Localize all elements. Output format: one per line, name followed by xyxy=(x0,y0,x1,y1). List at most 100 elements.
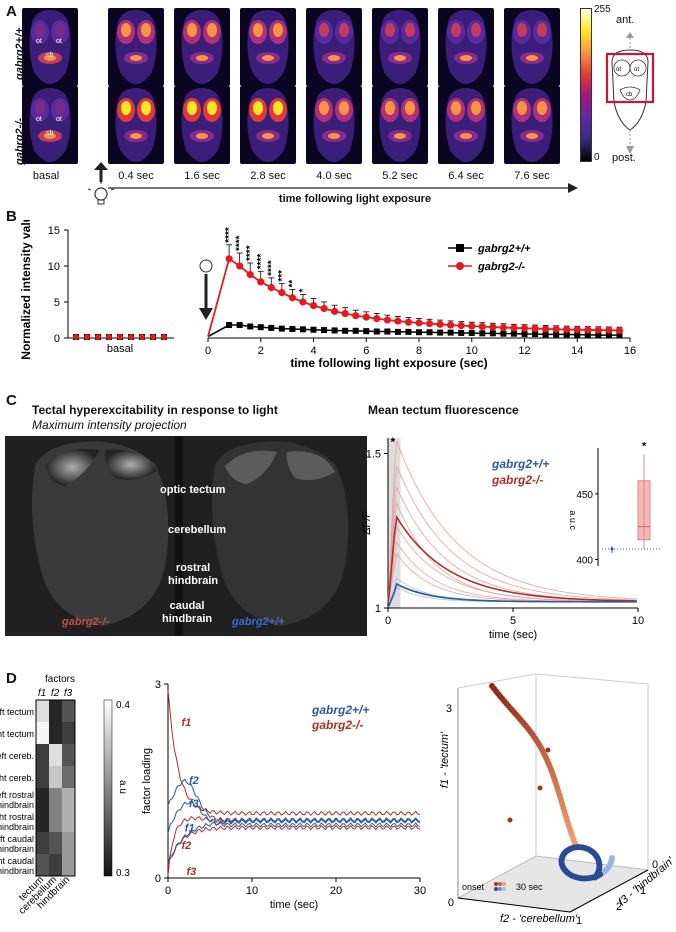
brain-frame-wt-5 xyxy=(372,8,428,86)
brain-frame-ko-3 xyxy=(240,86,296,164)
b-point-ko xyxy=(257,278,265,286)
b-point-ko xyxy=(563,325,571,334)
b-point-ko xyxy=(531,325,539,333)
c-trace-ko xyxy=(387,525,637,602)
b-point-ko xyxy=(309,302,318,310)
b-point-ko xyxy=(542,325,550,333)
d-heat-cell xyxy=(62,854,75,876)
b-point-wt xyxy=(458,329,465,336)
d-curve-ko-f1 xyxy=(167,690,421,817)
brain-frame-wt-4 xyxy=(306,8,362,86)
d-ylabel: factor loading xyxy=(141,748,153,814)
d3-legend-dot xyxy=(498,882,502,886)
schematic-ot-right: ot xyxy=(634,67,639,73)
region-label-cb: cb xyxy=(46,52,54,59)
d-heat-cell xyxy=(62,810,75,832)
b-basal-point-ko xyxy=(161,334,167,340)
b-xtick-label: 0 xyxy=(205,345,211,357)
d-legend-wt: gabrg2+/+ xyxy=(311,703,369,717)
panel-b-label: B xyxy=(6,208,17,225)
b-point-wt xyxy=(226,322,233,329)
d-label-ko-f2: f2 xyxy=(181,840,191,852)
b-point-wt xyxy=(268,324,275,331)
brain-frame-wt-6 xyxy=(438,8,494,86)
colorbar-min: 0 xyxy=(594,152,600,163)
b-point-wt xyxy=(384,328,391,335)
d3-zlabel: f1 - 'tectum' xyxy=(440,731,451,788)
b-sig: *** xyxy=(277,270,288,282)
d3-legend-end: 30 sec xyxy=(516,882,543,892)
region-label-cb: cb xyxy=(46,130,54,137)
d3-xlabel: f2 - 'cerebellum' xyxy=(500,913,578,925)
d-heat-row-label: left caudal xyxy=(0,834,34,844)
c-ytick-label: 1.5 xyxy=(366,448,381,460)
b-point-wt xyxy=(574,331,581,338)
d-heat-cell xyxy=(36,854,49,876)
c-inset-ytick-label: 400 xyxy=(576,555,593,566)
b-point-ko xyxy=(331,307,339,315)
d3-ytick: 2 xyxy=(616,901,622,913)
c-inset-sig: * xyxy=(642,440,647,452)
d3-point-wt xyxy=(592,874,599,881)
label-rostral-hindbrain: rostral hindbrain xyxy=(168,562,219,587)
b-point-wt xyxy=(247,323,254,330)
mip-geno-wt: gabrg2+/+ xyxy=(232,616,285,628)
c-xtick-label: 5 xyxy=(510,615,516,627)
b-bulb-icon xyxy=(199,259,213,273)
time-label-3: 2.8 sec xyxy=(250,170,286,182)
b-point-ko xyxy=(605,326,613,334)
d-heat-row-label: right rostral xyxy=(0,812,34,822)
b-point-ko xyxy=(552,325,560,333)
b-point-ko xyxy=(278,289,286,297)
d-heat-row-label: hindbrain xyxy=(0,866,34,876)
b-sig: **** xyxy=(256,254,267,270)
b-point-ko xyxy=(394,317,402,325)
brain-frame-ko-5 xyxy=(372,86,428,164)
b-point-ko xyxy=(615,326,624,335)
c-ytick-label: 1 xyxy=(375,603,381,615)
b-point-ko xyxy=(425,320,434,328)
brain-frame-ko-7 xyxy=(504,86,560,164)
b-point-wt xyxy=(500,330,507,337)
time-label-2: 1.6 sec xyxy=(184,170,220,182)
d3-legend-dot xyxy=(498,887,502,891)
d-heat-cbar-label: a.u xyxy=(117,780,128,794)
d-heat-row-label: right caudal xyxy=(0,856,34,866)
d-heat-cell xyxy=(36,832,49,854)
b-point-ko xyxy=(457,322,465,330)
b-basal-point-ko xyxy=(106,334,112,340)
b-point-ko xyxy=(489,323,497,331)
brain-frame-ko-6 xyxy=(438,86,494,164)
schematic-ot-left: ot xyxy=(616,67,621,73)
b-point-wt xyxy=(489,330,496,337)
d3-xaxis xyxy=(457,897,571,913)
b-point-wt xyxy=(299,326,306,333)
d-heat-cell xyxy=(36,766,49,788)
b-sig: ** xyxy=(287,280,298,288)
b-sig: **** xyxy=(235,235,246,251)
b-point-ko xyxy=(246,271,254,279)
label-optic-tectum: optic tectum xyxy=(160,484,226,496)
d3-topline xyxy=(535,673,649,685)
d-label-wt-f1: f1 xyxy=(185,822,195,834)
label-cerebellum: cerebellum xyxy=(168,524,227,536)
b-ytick-label: 10 xyxy=(48,261,60,273)
d3-legend-dot xyxy=(494,887,498,891)
fish-schematic: ot ot cb xyxy=(605,32,655,154)
d3-legend-onset: onset xyxy=(462,882,485,892)
time-label-4: 4.0 sec xyxy=(316,170,352,182)
time-label-6: 6.4 sec xyxy=(448,170,484,182)
b-point-wt xyxy=(278,325,285,332)
d-heat-cell xyxy=(62,788,75,810)
colorbar xyxy=(580,8,592,162)
d-curve-wt-f3 xyxy=(167,800,421,834)
d-heat-cell xyxy=(36,788,49,810)
d-heat-row-label: right tectum xyxy=(0,729,34,739)
d-heat-cbar-min: 0.3 xyxy=(116,868,130,879)
c-legend-ko: gabrg2-/- xyxy=(491,473,543,487)
panel-d-heatmap: factors f1 f2 f3 left tectum right tectum left… xyxy=(0,674,130,917)
d3-yaxis xyxy=(569,869,649,913)
b-point-ko xyxy=(478,323,486,331)
b-point-wt xyxy=(584,331,591,338)
d3-point-ko xyxy=(545,747,551,753)
